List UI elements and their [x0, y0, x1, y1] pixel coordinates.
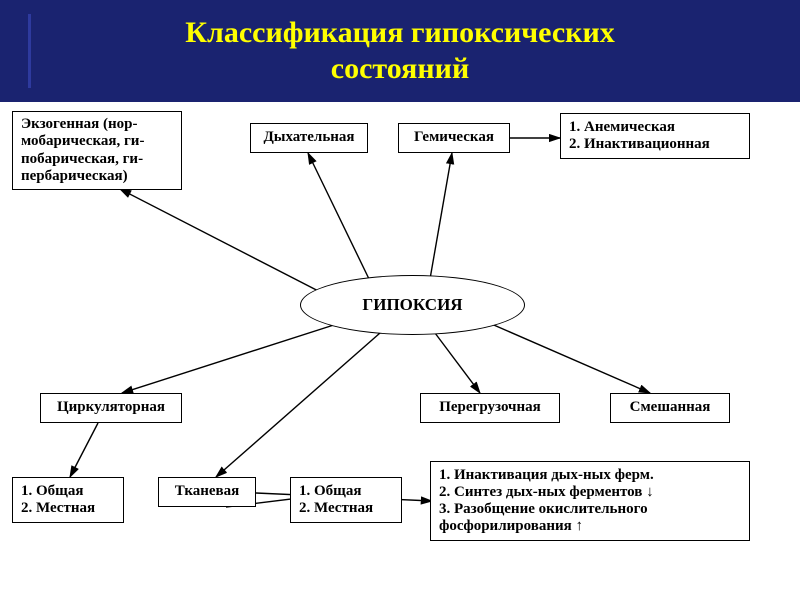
node-circ: Циркуляторная [40, 393, 182, 423]
edge-5 [216, 333, 380, 477]
header-accent-bar [28, 14, 31, 88]
node-label-hem_sub: 1. Анемическая 2. Инактивационная [569, 119, 710, 154]
node-label-tissue: Тканевая [175, 483, 240, 500]
edge-2 [430, 153, 452, 279]
slide-title: Классификация гипоксических состояний [185, 15, 615, 87]
node-tissue_det: 1. Инактивация дых-ных ферм. 2. Синтез д… [430, 461, 750, 541]
node-circ_sub: 1. Общая 2. Местная [12, 477, 124, 523]
node-mix: Смешанная [610, 393, 730, 423]
node-hem_sub: 1. Анемическая 2. Инактивационная [560, 113, 750, 159]
node-label-circ: Циркуляторная [57, 399, 165, 416]
node-resp: Дыхательная [250, 123, 368, 153]
node-label-hem: Гемическая [414, 129, 494, 146]
node-label-exo: Экзогенная (нор- мобарическая, ги- побар… [21, 116, 144, 185]
edge-0 [120, 189, 330, 297]
edge-6 [432, 329, 480, 393]
edge-1 [308, 153, 370, 281]
node-label-tissue_det: 1. Инактивация дых-ных ферм. 2. Синтез д… [439, 467, 654, 536]
node-tissue: Тканевая [158, 477, 256, 507]
slide-header: Классификация гипоксических состояний [0, 0, 800, 102]
edge-4 [122, 323, 340, 393]
title-line-1: Классификация гипоксических [185, 16, 615, 49]
title-line-2: состояний [331, 52, 470, 85]
node-label-over: Перегрузочная [439, 399, 541, 416]
node-label-mix: Смешанная [630, 399, 711, 416]
center-label: ГИПОКСИЯ [362, 295, 462, 315]
diagram-canvas: ГИПОКСИЯ Экзогенная (нор- мобарическая, … [0, 105, 800, 600]
node-label-circ_sub: 1. Общая 2. Местная [21, 483, 95, 518]
node-hypoxia-center: ГИПОКСИЯ [300, 275, 525, 335]
node-exo: Экзогенная (нор- мобарическая, ги- побар… [12, 111, 182, 190]
node-label-resp: Дыхательная [263, 129, 354, 146]
node-over: Перегрузочная [420, 393, 560, 423]
node-hem: Гемическая [398, 123, 510, 153]
node-tissue_sub: 1. Общая 2. Местная [290, 477, 402, 523]
edge-7 [480, 319, 650, 393]
edge-8 [70, 423, 98, 477]
node-label-tissue_sub: 1. Общая 2. Местная [299, 483, 373, 518]
